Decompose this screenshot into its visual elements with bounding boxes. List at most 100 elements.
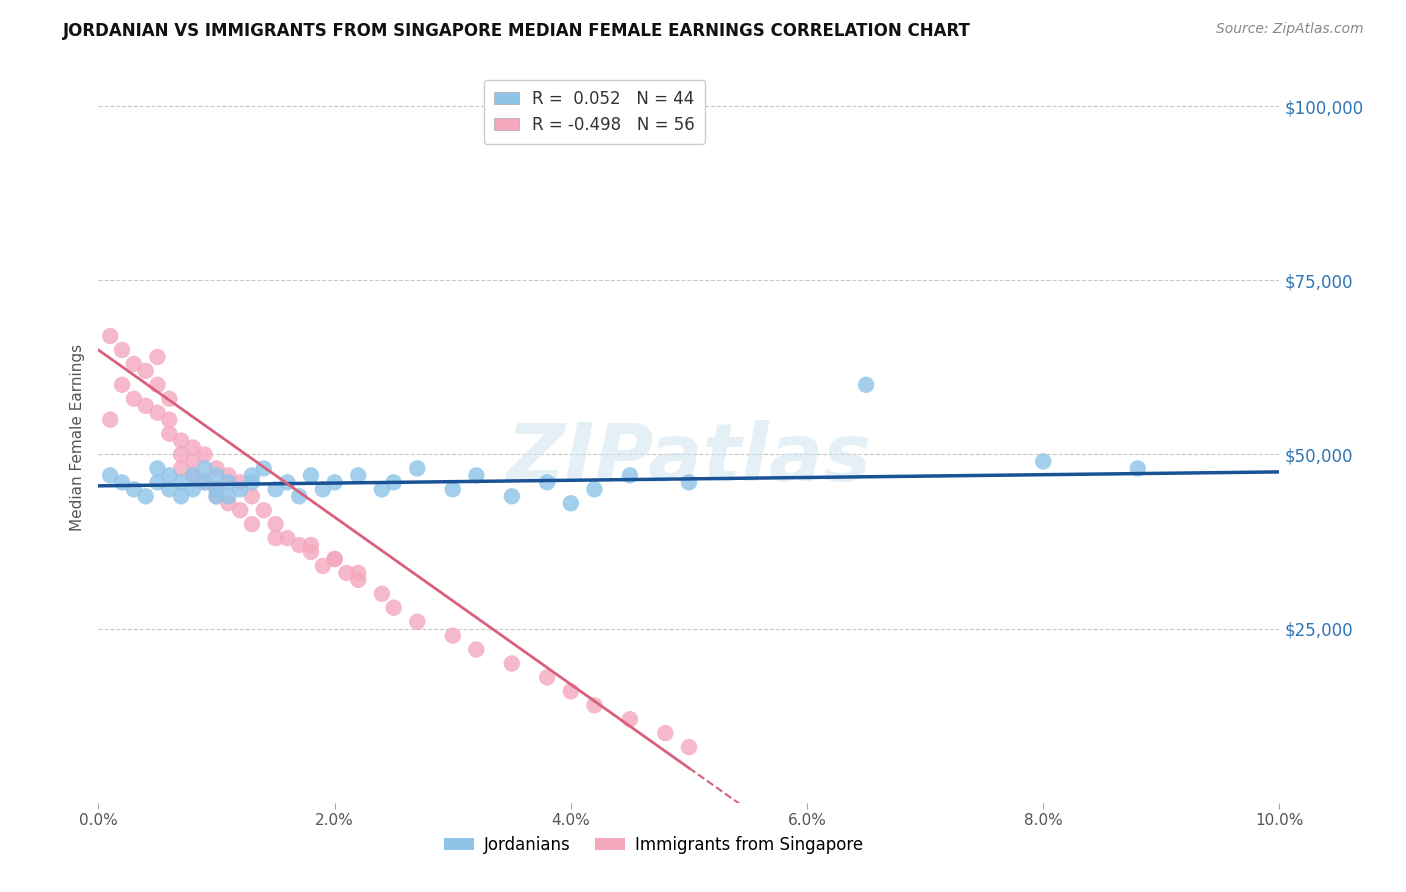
Point [465,468,488,483]
Point [501,657,523,671]
Point [678,475,700,490]
Point [157,412,180,426]
Point [98,468,121,483]
Point [170,461,193,475]
Point [157,468,180,483]
Point [855,377,877,392]
Point [560,496,582,510]
Text: Source: ZipAtlas.com: Source: ZipAtlas.com [1216,22,1364,37]
Point [146,406,169,420]
Point [122,483,145,497]
Point [347,566,370,580]
Point [264,483,287,497]
Point [240,517,263,532]
Point [205,489,228,503]
Point [194,448,217,462]
Point [299,468,322,483]
Text: ZIPatlas: ZIPatlas [506,420,872,498]
Point [181,468,204,483]
Point [288,489,311,503]
Point [229,503,252,517]
Point [441,629,464,643]
Point [619,468,641,483]
Point [135,489,157,503]
Point [240,489,263,503]
Point [205,489,228,503]
Point [122,357,145,371]
Point [371,483,394,497]
Point [406,615,429,629]
Point [122,392,145,406]
Point [312,483,335,497]
Point [323,475,346,490]
Point [194,461,217,475]
Point [382,600,405,615]
Point [382,475,405,490]
Point [170,475,193,490]
Point [583,483,606,497]
Point [205,468,228,483]
Point [98,412,121,426]
Point [536,475,558,490]
Point [347,468,370,483]
Point [1126,461,1149,475]
Point [276,531,298,545]
Point [146,461,169,475]
Point [229,483,252,497]
Point [654,726,676,740]
Legend: Jordanians, Immigrants from Singapore: Jordanians, Immigrants from Singapore [437,829,870,860]
Point [181,441,204,455]
Point [560,684,582,698]
Point [98,329,121,343]
Point [323,552,346,566]
Point [205,461,228,475]
Point [194,475,217,490]
Text: JORDANIAN VS IMMIGRANTS FROM SINGAPORE MEDIAN FEMALE EARNINGS CORRELATION CHART: JORDANIAN VS IMMIGRANTS FROM SINGAPORE M… [63,22,972,40]
Point [217,489,239,503]
Point [465,642,488,657]
Point [146,350,169,364]
Point [583,698,606,713]
Point [194,475,217,490]
Point [111,475,134,490]
Y-axis label: Median Female Earnings: Median Female Earnings [70,343,86,531]
Point [264,531,287,545]
Point [217,475,239,490]
Point [205,483,228,497]
Point [678,740,700,755]
Point [170,434,193,448]
Point [157,483,180,497]
Point [217,468,239,483]
Point [181,468,204,483]
Point [441,483,464,497]
Point [335,566,357,580]
Point [135,399,157,413]
Point [1032,454,1054,468]
Point [240,468,263,483]
Point [157,426,180,441]
Point [299,538,322,552]
Point [501,489,523,503]
Point [229,475,252,490]
Point [170,448,193,462]
Point [406,461,429,475]
Point [181,454,204,468]
Point [253,461,276,475]
Point [205,483,228,497]
Point [276,475,298,490]
Point [146,475,169,490]
Point [371,587,394,601]
Point [240,475,263,490]
Point [157,392,180,406]
Point [111,377,134,392]
Point [347,573,370,587]
Point [288,538,311,552]
Point [536,670,558,684]
Point [619,712,641,726]
Point [299,545,322,559]
Point [146,377,169,392]
Point [181,483,204,497]
Point [323,552,346,566]
Point [170,489,193,503]
Point [111,343,134,357]
